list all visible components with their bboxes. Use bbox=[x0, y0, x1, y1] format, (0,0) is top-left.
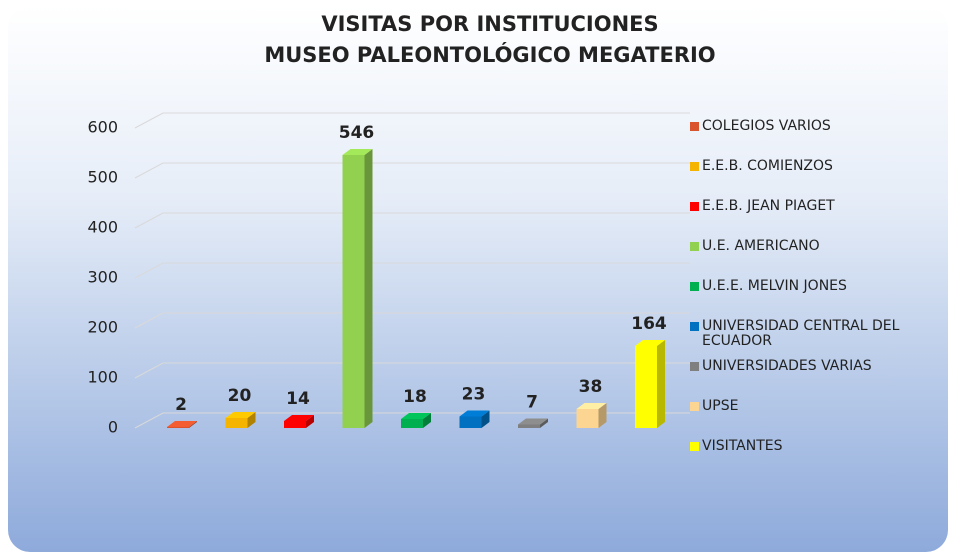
legend-item: UNIVERSIDADES VARIAS bbox=[690, 359, 952, 374]
legend-item: UPSE bbox=[690, 399, 952, 414]
legend-item: UNIVERSIDAD CENTRAL DEL ECUADOR bbox=[690, 319, 952, 349]
legend-swatch bbox=[690, 122, 699, 131]
legend-label: E.E.B. COMIENZOS bbox=[702, 158, 833, 174]
value-label: 23 bbox=[462, 385, 486, 405]
grid-line bbox=[134, 262, 690, 279]
bar-top bbox=[518, 418, 548, 425]
bar bbox=[225, 418, 248, 428]
bar-top bbox=[459, 410, 490, 417]
y-tick-label: 0 bbox=[108, 418, 118, 437]
value-label: 2 bbox=[175, 395, 187, 415]
y-tick-label: 200 bbox=[87, 318, 118, 337]
legend-item: VISITANTES bbox=[690, 439, 952, 454]
legend-swatch bbox=[690, 442, 699, 451]
legend-item: COLEGIOS VARIOS bbox=[690, 119, 952, 134]
value-label: 7 bbox=[526, 393, 538, 413]
value-label: 20 bbox=[228, 386, 252, 406]
legend-swatch bbox=[690, 282, 699, 291]
grid-line bbox=[134, 312, 690, 329]
legend-item: E.E.B. JEAN PIAGET bbox=[690, 199, 952, 214]
y-tick-label: 400 bbox=[87, 218, 118, 237]
bar-top bbox=[284, 415, 314, 421]
bar-side bbox=[481, 410, 490, 428]
y-tick-label: 300 bbox=[87, 268, 118, 287]
bar-top bbox=[576, 403, 607, 409]
y-tick-label: 500 bbox=[87, 168, 118, 187]
legend-label: UNIVERSIDADES VARIAS bbox=[702, 358, 872, 374]
bar-side bbox=[247, 412, 256, 428]
legend-label: E.E.B. JEAN PIAGET bbox=[702, 198, 835, 214]
legend-swatch bbox=[690, 242, 699, 251]
legend-swatch bbox=[690, 402, 699, 411]
chart-area bbox=[8, 6, 948, 552]
legend-label: UNIVERSIDAD CENTRAL DEL ECUADOR bbox=[702, 318, 900, 349]
bar-side bbox=[306, 415, 314, 428]
value-label: 14 bbox=[286, 389, 310, 409]
legend-swatch bbox=[690, 362, 699, 371]
legend-swatch bbox=[690, 322, 699, 331]
bar-side bbox=[598, 403, 607, 428]
legend-label: COLEGIOS VARIOS bbox=[702, 118, 831, 134]
legend-item: U.E. AMERICANO bbox=[690, 239, 952, 254]
bar bbox=[576, 409, 599, 428]
legend-item: E.E.B. COMIENZOS bbox=[690, 159, 952, 174]
legend-label: U.E.E. MELVIN JONES bbox=[702, 278, 847, 294]
legend-label: VISITANTES bbox=[702, 438, 783, 454]
value-label: 18 bbox=[403, 387, 427, 407]
grid-line bbox=[134, 412, 690, 429]
value-label: 546 bbox=[339, 123, 375, 143]
chart-title: VISITAS POR INSTITUCIONES bbox=[321, 12, 658, 36]
bar bbox=[518, 424, 540, 428]
bar bbox=[284, 421, 306, 428]
bar bbox=[342, 155, 365, 428]
legend-label: U.E. AMERICANO bbox=[702, 238, 820, 254]
bar bbox=[401, 419, 423, 428]
chart-subtitle: MUSEO PALEONTOLÓGICO MEGATERIO bbox=[264, 42, 715, 67]
value-label: 38 bbox=[579, 377, 603, 397]
grid-line bbox=[134, 362, 690, 379]
bar-top bbox=[342, 149, 373, 155]
bar-side bbox=[189, 421, 197, 428]
bar-side bbox=[364, 149, 373, 428]
value-label: 164 bbox=[631, 314, 667, 334]
legend-label: UPSE bbox=[702, 398, 739, 414]
bar bbox=[167, 427, 189, 428]
bar bbox=[459, 416, 482, 428]
bar-side bbox=[657, 340, 665, 428]
legend-swatch bbox=[690, 202, 699, 211]
bar-top bbox=[635, 340, 665, 346]
bar-side bbox=[423, 413, 431, 428]
legend-swatch bbox=[690, 162, 699, 171]
bar-top bbox=[167, 421, 197, 427]
grid-line bbox=[134, 162, 690, 179]
bar-top bbox=[225, 412, 256, 418]
bar-side bbox=[540, 418, 548, 428]
y-tick-label: 100 bbox=[87, 368, 118, 387]
bar-top bbox=[401, 413, 431, 419]
grid-line bbox=[134, 212, 690, 229]
bar bbox=[635, 346, 657, 428]
y-tick-label: 600 bbox=[87, 118, 118, 137]
grid-line bbox=[134, 112, 690, 129]
legend-item: U.E.E. MELVIN JONES bbox=[690, 279, 952, 294]
